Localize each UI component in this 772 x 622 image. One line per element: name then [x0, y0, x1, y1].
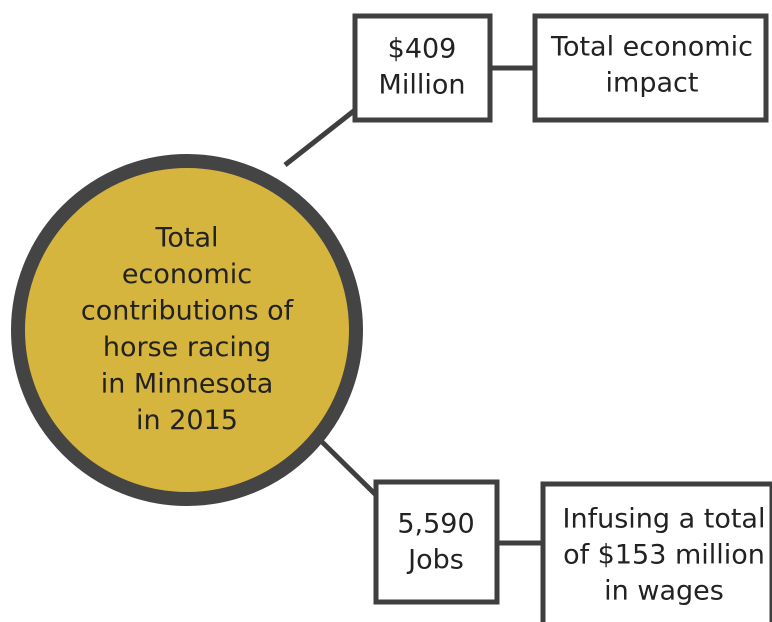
label-box — [540, 481, 772, 622]
center-circle — [11, 154, 363, 506]
node-value: Million — [379, 70, 466, 101]
center-label: Total — [154, 222, 218, 253]
center-label: economic — [122, 259, 252, 290]
node-label: of $153 million — [563, 540, 765, 571]
node-value: Jobs — [406, 545, 464, 576]
connector — [283, 108, 357, 167]
value-box — [373, 479, 500, 605]
node-label: impact — [606, 68, 699, 99]
center-label: in 2015 — [136, 405, 238, 436]
node-label: in wages — [604, 576, 724, 607]
center-label: horse racing — [103, 332, 271, 363]
node-label: Total economic — [550, 32, 753, 63]
connector — [313, 433, 380, 499]
node-label: Infusing a total — [563, 504, 766, 535]
node-value: $409 — [388, 34, 457, 65]
center-label: contributions of — [81, 295, 295, 326]
node-value: 5,590 — [397, 509, 474, 540]
label-box — [532, 13, 769, 123]
center-label: in Minnesota — [101, 368, 274, 399]
value-box — [352, 13, 493, 123]
